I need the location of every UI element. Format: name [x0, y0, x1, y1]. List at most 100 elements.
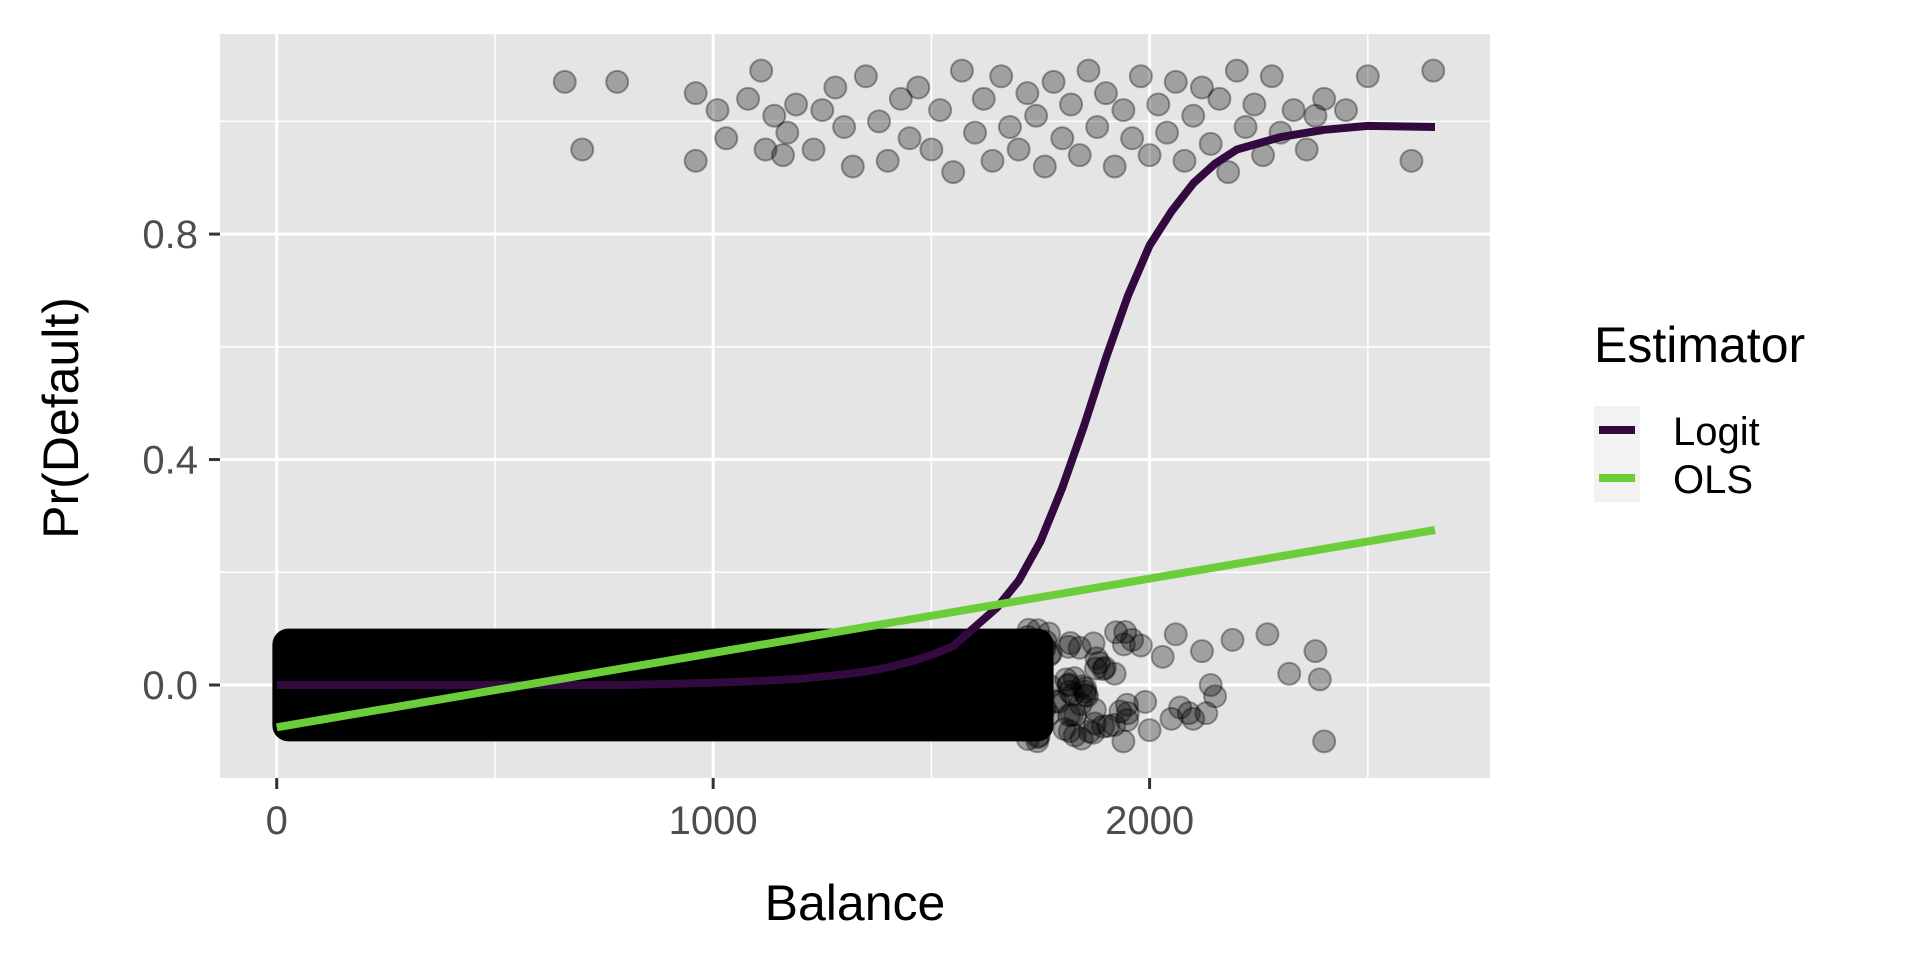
data-point: [1115, 708, 1140, 733]
data-point: [1084, 646, 1109, 671]
data-point: [1277, 661, 1302, 686]
data-point: [997, 115, 1022, 139]
data-point: [1150, 644, 1175, 669]
data-point: [770, 143, 795, 168]
legend-key-background: [1594, 406, 1640, 502]
y-tick-label: 0.0: [142, 664, 198, 708]
data-point: [1020, 639, 1045, 664]
data-point: [1421, 58, 1446, 83]
data-point: [1083, 656, 1108, 681]
y-axis-ticks: 0.0 0.4 0.8: [142, 213, 220, 708]
scatter-points: [552, 58, 1446, 754]
data-point: [784, 92, 809, 117]
data-point: [1303, 103, 1328, 128]
data-point: [1036, 621, 1061, 646]
data-point: [1307, 667, 1332, 692]
data-point: [1092, 655, 1117, 680]
data-point: [1216, 160, 1241, 185]
data-point: [605, 69, 630, 94]
data-point: [1024, 103, 1049, 128]
data-point: [1038, 641, 1063, 666]
data-point: [1096, 713, 1121, 738]
data-point: [1294, 137, 1319, 162]
data-point: [1037, 642, 1062, 667]
data-point: [1068, 692, 1093, 717]
legend-label-ols: OLS: [1673, 458, 1753, 502]
data-point: [1075, 684, 1100, 709]
data-point: [1399, 148, 1424, 173]
data-point: [1073, 679, 1098, 704]
data-point: [1168, 695, 1193, 720]
data-point: [1009, 711, 1034, 736]
data-point: [1312, 86, 1337, 111]
data-point: [1203, 684, 1228, 709]
data-point: [1067, 143, 1092, 168]
data-point: [1224, 58, 1249, 83]
data-point: [1062, 666, 1087, 691]
data-point: [1333, 98, 1358, 123]
data-point: [1181, 706, 1206, 731]
data-point: [1128, 64, 1153, 89]
data-point: [1303, 639, 1328, 664]
data-point: [1093, 81, 1118, 106]
data-point: [963, 120, 988, 145]
data-point: [1111, 729, 1136, 754]
data-point: [897, 126, 922, 151]
x-tick-label: 1000: [669, 799, 758, 843]
data-point: [1108, 699, 1133, 724]
data-point: [906, 75, 931, 100]
data-point: [1041, 69, 1066, 94]
data-point: [775, 120, 800, 145]
data-point: [1052, 717, 1077, 742]
data-point: [1057, 679, 1082, 704]
data-point: [1015, 726, 1040, 751]
y-axis-title: Pr(Default): [33, 297, 89, 539]
data-point: [1104, 620, 1129, 645]
data-point: [762, 103, 787, 128]
data-point: [1113, 620, 1138, 645]
data-point: [1081, 631, 1106, 656]
series-line-ols: [276, 526, 1436, 732]
data-point: [810, 98, 835, 123]
data-point: [1016, 617, 1041, 642]
data-point: [1081, 720, 1106, 745]
data-point: [1082, 711, 1107, 736]
y-tick-label: 0.8: [142, 213, 198, 257]
legend-title: Estimator: [1594, 317, 1805, 373]
data-point: [1137, 718, 1162, 743]
data-point: [1056, 634, 1081, 659]
data-point: [705, 98, 730, 123]
data-point: [1111, 632, 1136, 657]
data-point: [1054, 667, 1079, 692]
data-point: [1189, 639, 1214, 664]
data-point: [919, 137, 944, 162]
data-point: [1063, 702, 1088, 727]
data-point: [1233, 115, 1258, 139]
data-point: [570, 137, 595, 162]
data-point: [875, 148, 900, 173]
y-tick-label: 0.4: [142, 439, 198, 483]
data-point: [1026, 723, 1051, 748]
data-point: [823, 75, 848, 100]
data-point: [1355, 64, 1380, 89]
data-point: [1031, 684, 1056, 709]
data-point: [1069, 726, 1094, 751]
legend: Estimator Logit OLS: [1594, 317, 1805, 502]
x-axis-title: Balance: [765, 875, 946, 931]
data-point: [1312, 729, 1337, 754]
data-point: [980, 148, 1005, 173]
data-point: [1006, 137, 1031, 162]
data-point: [1111, 98, 1136, 123]
data-point: [1038, 674, 1063, 699]
data-point: [1076, 58, 1101, 83]
data-point: [1032, 154, 1057, 179]
data-point: [840, 154, 865, 179]
data-point: [989, 64, 1014, 89]
data-point: [683, 148, 708, 173]
data-point: [1024, 642, 1049, 667]
x-tick-label: 2000: [1105, 799, 1194, 843]
data-point: [1090, 714, 1115, 739]
data-point: [1059, 92, 1084, 117]
data-point: [1146, 92, 1171, 117]
data-point: [1115, 692, 1140, 717]
